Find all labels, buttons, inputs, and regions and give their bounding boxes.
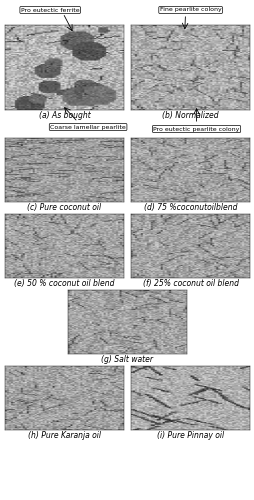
Text: Coarse lamellar pearlite: Coarse lamellar pearlite bbox=[50, 124, 125, 130]
Text: (e) 50 % coconut oil blend: (e) 50 % coconut oil blend bbox=[14, 279, 114, 288]
Text: (d) 75 %coconutoilblend: (d) 75 %coconutoilblend bbox=[143, 203, 236, 212]
Text: Pro eutectic pearlite colony: Pro eutectic pearlite colony bbox=[153, 126, 239, 132]
Text: Pro eutectic ferrite: Pro eutectic ferrite bbox=[21, 8, 79, 12]
Text: (f) 25% coconut oil blend: (f) 25% coconut oil blend bbox=[142, 279, 238, 288]
Text: (h) Pure Karanja oil: (h) Pure Karanja oil bbox=[28, 431, 101, 440]
Text: (a) As bought: (a) As bought bbox=[38, 111, 90, 120]
Text: Fine pearlite colony: Fine pearlite colony bbox=[159, 8, 221, 12]
Text: (i) Pure Pinnay oil: (i) Pure Pinnay oil bbox=[156, 431, 223, 440]
Text: (g) Salt water: (g) Salt water bbox=[101, 355, 153, 364]
Text: (c) Pure coconut oil: (c) Pure coconut oil bbox=[27, 203, 101, 212]
Text: (b) Normalized: (b) Normalized bbox=[162, 111, 218, 120]
